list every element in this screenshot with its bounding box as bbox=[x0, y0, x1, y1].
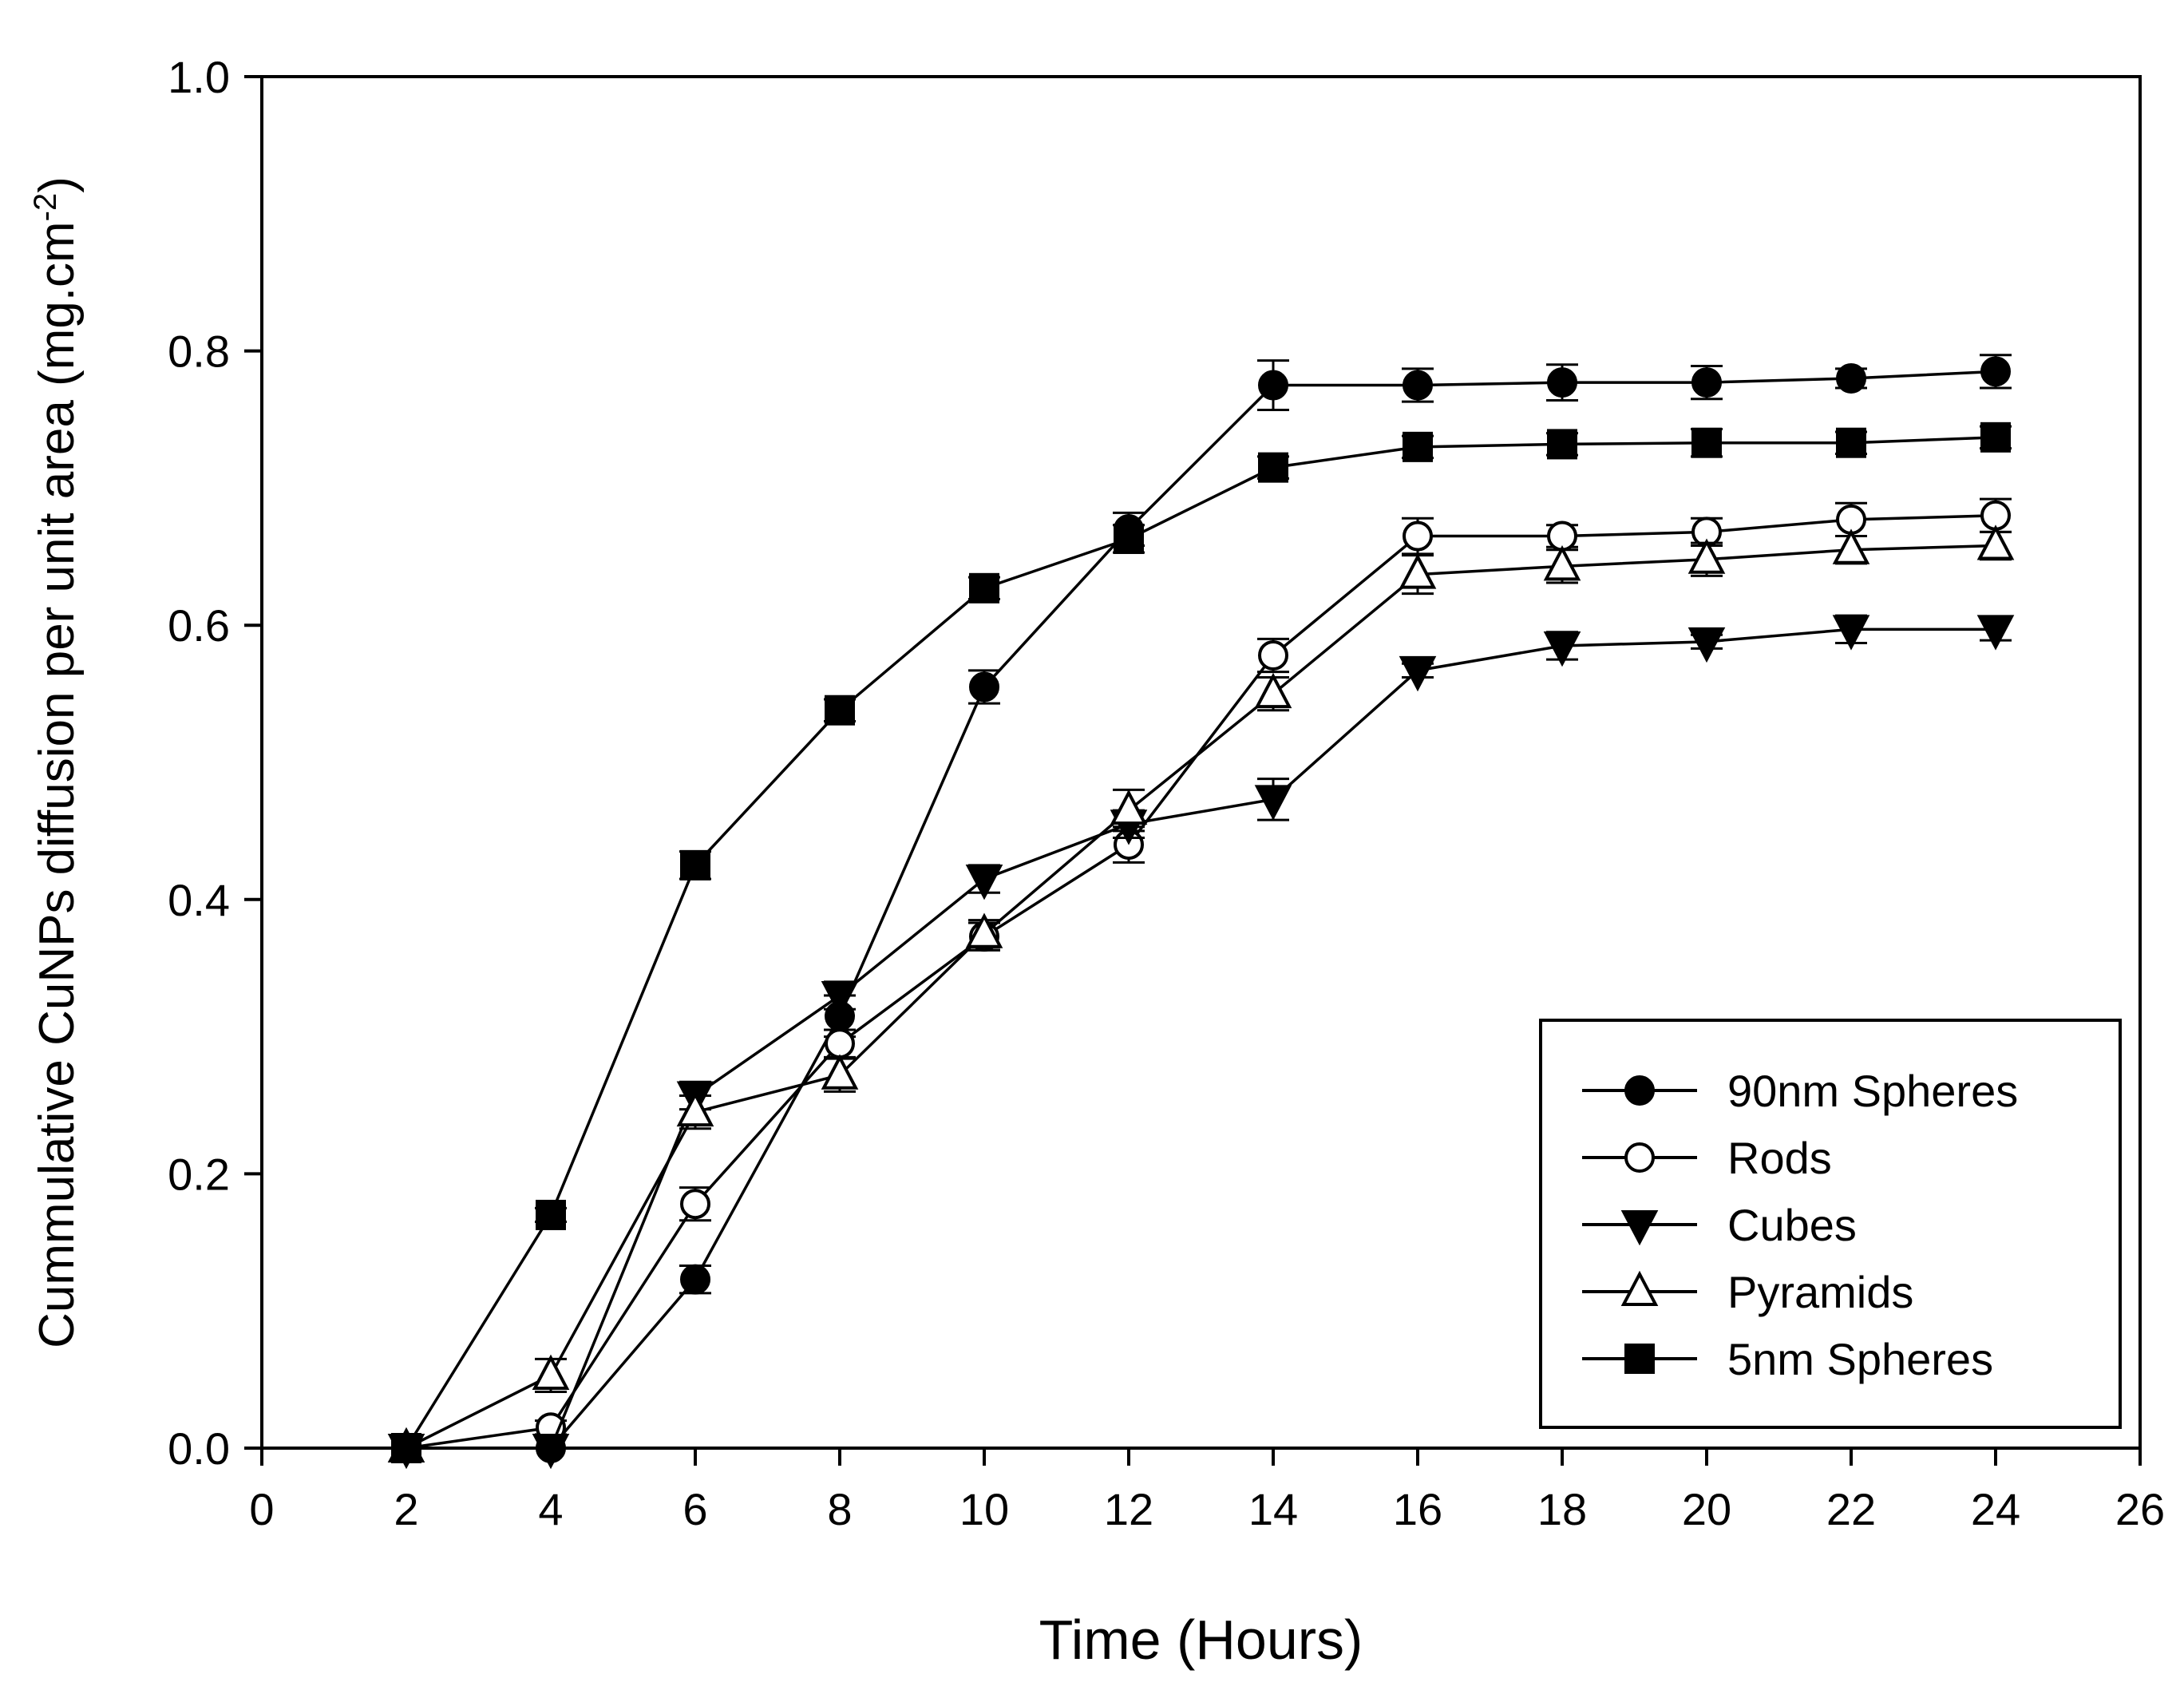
data-point bbox=[532, 1434, 570, 1470]
data-point bbox=[1976, 615, 2015, 651]
x-axis-label: Time (Hours) bbox=[1039, 1609, 1363, 1671]
data-point bbox=[1399, 553, 1437, 589]
data-point bbox=[1691, 367, 1722, 398]
legend: 90nm Spheres Rods Cubes Pyramids 5nm Spheres bbox=[1539, 1019, 2122, 1429]
x-tick-label: 8 bbox=[827, 1484, 852, 1534]
x-tick-label: 24 bbox=[1971, 1484, 2020, 1534]
data-point bbox=[1691, 427, 1722, 458]
y-axis-label-superscript: -2 bbox=[28, 193, 63, 222]
series-line bbox=[406, 544, 1996, 1450]
data-point bbox=[965, 865, 1003, 900]
data-point bbox=[825, 1028, 855, 1059]
legend-label: Pyramids bbox=[1727, 1267, 1913, 1317]
data-point bbox=[1547, 367, 1577, 398]
data-point bbox=[969, 671, 999, 703]
legend-item: 90nm Spheres bbox=[1582, 1066, 2018, 1116]
y-tick-label: 1.0 bbox=[168, 52, 230, 102]
series-pyramids bbox=[387, 524, 2015, 1462]
data-point bbox=[1258, 370, 1288, 401]
y-axis-label: Cummulative CuNPs diffusion per unit are… bbox=[28, 176, 85, 1348]
data-point bbox=[1687, 538, 1726, 574]
data-point bbox=[1976, 524, 2015, 560]
legend-item: 5nm Spheres bbox=[1582, 1334, 1993, 1384]
legend-marker bbox=[1620, 1210, 1659, 1246]
x-tick-label: 14 bbox=[1248, 1484, 1298, 1534]
data-point bbox=[1258, 452, 1288, 483]
data-point bbox=[821, 981, 859, 1017]
x-tick-label: 4 bbox=[538, 1484, 563, 1534]
data-point bbox=[1543, 631, 1581, 667]
series-layer bbox=[387, 354, 2015, 1470]
data-point bbox=[1836, 427, 1866, 458]
data-point bbox=[825, 695, 855, 726]
data-point bbox=[1254, 785, 1292, 821]
legend-label: 90nm Spheres bbox=[1727, 1066, 2018, 1116]
x-tick-label: 0 bbox=[249, 1484, 274, 1534]
series-5nm-spheres bbox=[391, 422, 2012, 1463]
data-point bbox=[536, 1199, 566, 1230]
x-tick-label: 16 bbox=[1393, 1484, 1442, 1534]
data-point bbox=[680, 1264, 710, 1295]
legend-marker bbox=[1624, 1344, 1655, 1374]
data-point bbox=[1254, 672, 1292, 709]
data-point bbox=[1403, 370, 1433, 401]
legend-item: Rods bbox=[1582, 1133, 1832, 1183]
data-point bbox=[1832, 528, 1870, 564]
data-point bbox=[680, 1189, 710, 1220]
data-point bbox=[1543, 545, 1581, 581]
data-point bbox=[1980, 422, 2011, 453]
y-tick-label: 0.2 bbox=[168, 1149, 230, 1199]
y-tick-label: 0.8 bbox=[168, 327, 230, 377]
data-point bbox=[676, 1090, 714, 1127]
x-tick-label: 6 bbox=[682, 1484, 707, 1534]
y-axis-label-close: ) bbox=[30, 176, 85, 193]
x-tick-label: 18 bbox=[1537, 1484, 1587, 1534]
data-point bbox=[391, 1433, 421, 1463]
x-tick-label: 10 bbox=[959, 1484, 1009, 1534]
legend-label: 5nm Spheres bbox=[1727, 1334, 1993, 1384]
plot-frame bbox=[260, 75, 2142, 1450]
data-point bbox=[532, 1354, 570, 1390]
x-tick-label: 12 bbox=[1104, 1484, 1153, 1534]
data-point bbox=[1836, 362, 1866, 394]
x-tick-label: 22 bbox=[1826, 1484, 1876, 1534]
legend-label: Rods bbox=[1727, 1133, 1832, 1183]
axes: 0 2 4 6 8 10 12 14 16 18 20 22 24 260.00.20.40.60.81.… bbox=[168, 52, 2165, 1534]
y-tick-label: 0.6 bbox=[168, 600, 230, 651]
data-point bbox=[1832, 615, 1870, 651]
data-point bbox=[1980, 356, 2011, 387]
legend-item: Pyramids bbox=[1582, 1267, 1913, 1317]
data-point bbox=[1399, 655, 1437, 692]
series-line bbox=[405, 436, 1996, 1449]
data-point bbox=[1687, 627, 1726, 663]
legend-label: Cubes bbox=[1727, 1200, 1857, 1250]
x-tick-label: 2 bbox=[394, 1484, 418, 1534]
data-point bbox=[965, 912, 1003, 948]
data-point bbox=[1547, 429, 1577, 460]
data-point bbox=[969, 572, 999, 604]
legend-marker bbox=[1620, 1270, 1659, 1306]
legend-item: Cubes bbox=[1582, 1200, 1857, 1250]
y-tick-label: 0.0 bbox=[168, 1423, 230, 1474]
series-line bbox=[406, 370, 1996, 1450]
data-point bbox=[1403, 520, 1433, 552]
series-90nm-spheres bbox=[391, 354, 2012, 1463]
data-point bbox=[1110, 789, 1148, 825]
data-point bbox=[1403, 431, 1433, 462]
data-point bbox=[1114, 523, 1144, 554]
data-point bbox=[1258, 639, 1288, 671]
data-point bbox=[680, 849, 710, 881]
legend-marker bbox=[1624, 1075, 1655, 1106]
series-line bbox=[406, 514, 1996, 1450]
y-axis-label-main: Cummulative CuNPs diffusion per unit are… bbox=[30, 221, 85, 1348]
y-tick-label: 0.4 bbox=[168, 875, 230, 925]
data-point bbox=[821, 1054, 859, 1090]
x-tick-label: 26 bbox=[2115, 1484, 2165, 1534]
x-tick-label: 20 bbox=[1682, 1484, 1731, 1534]
legend-marker bbox=[1624, 1142, 1655, 1173]
